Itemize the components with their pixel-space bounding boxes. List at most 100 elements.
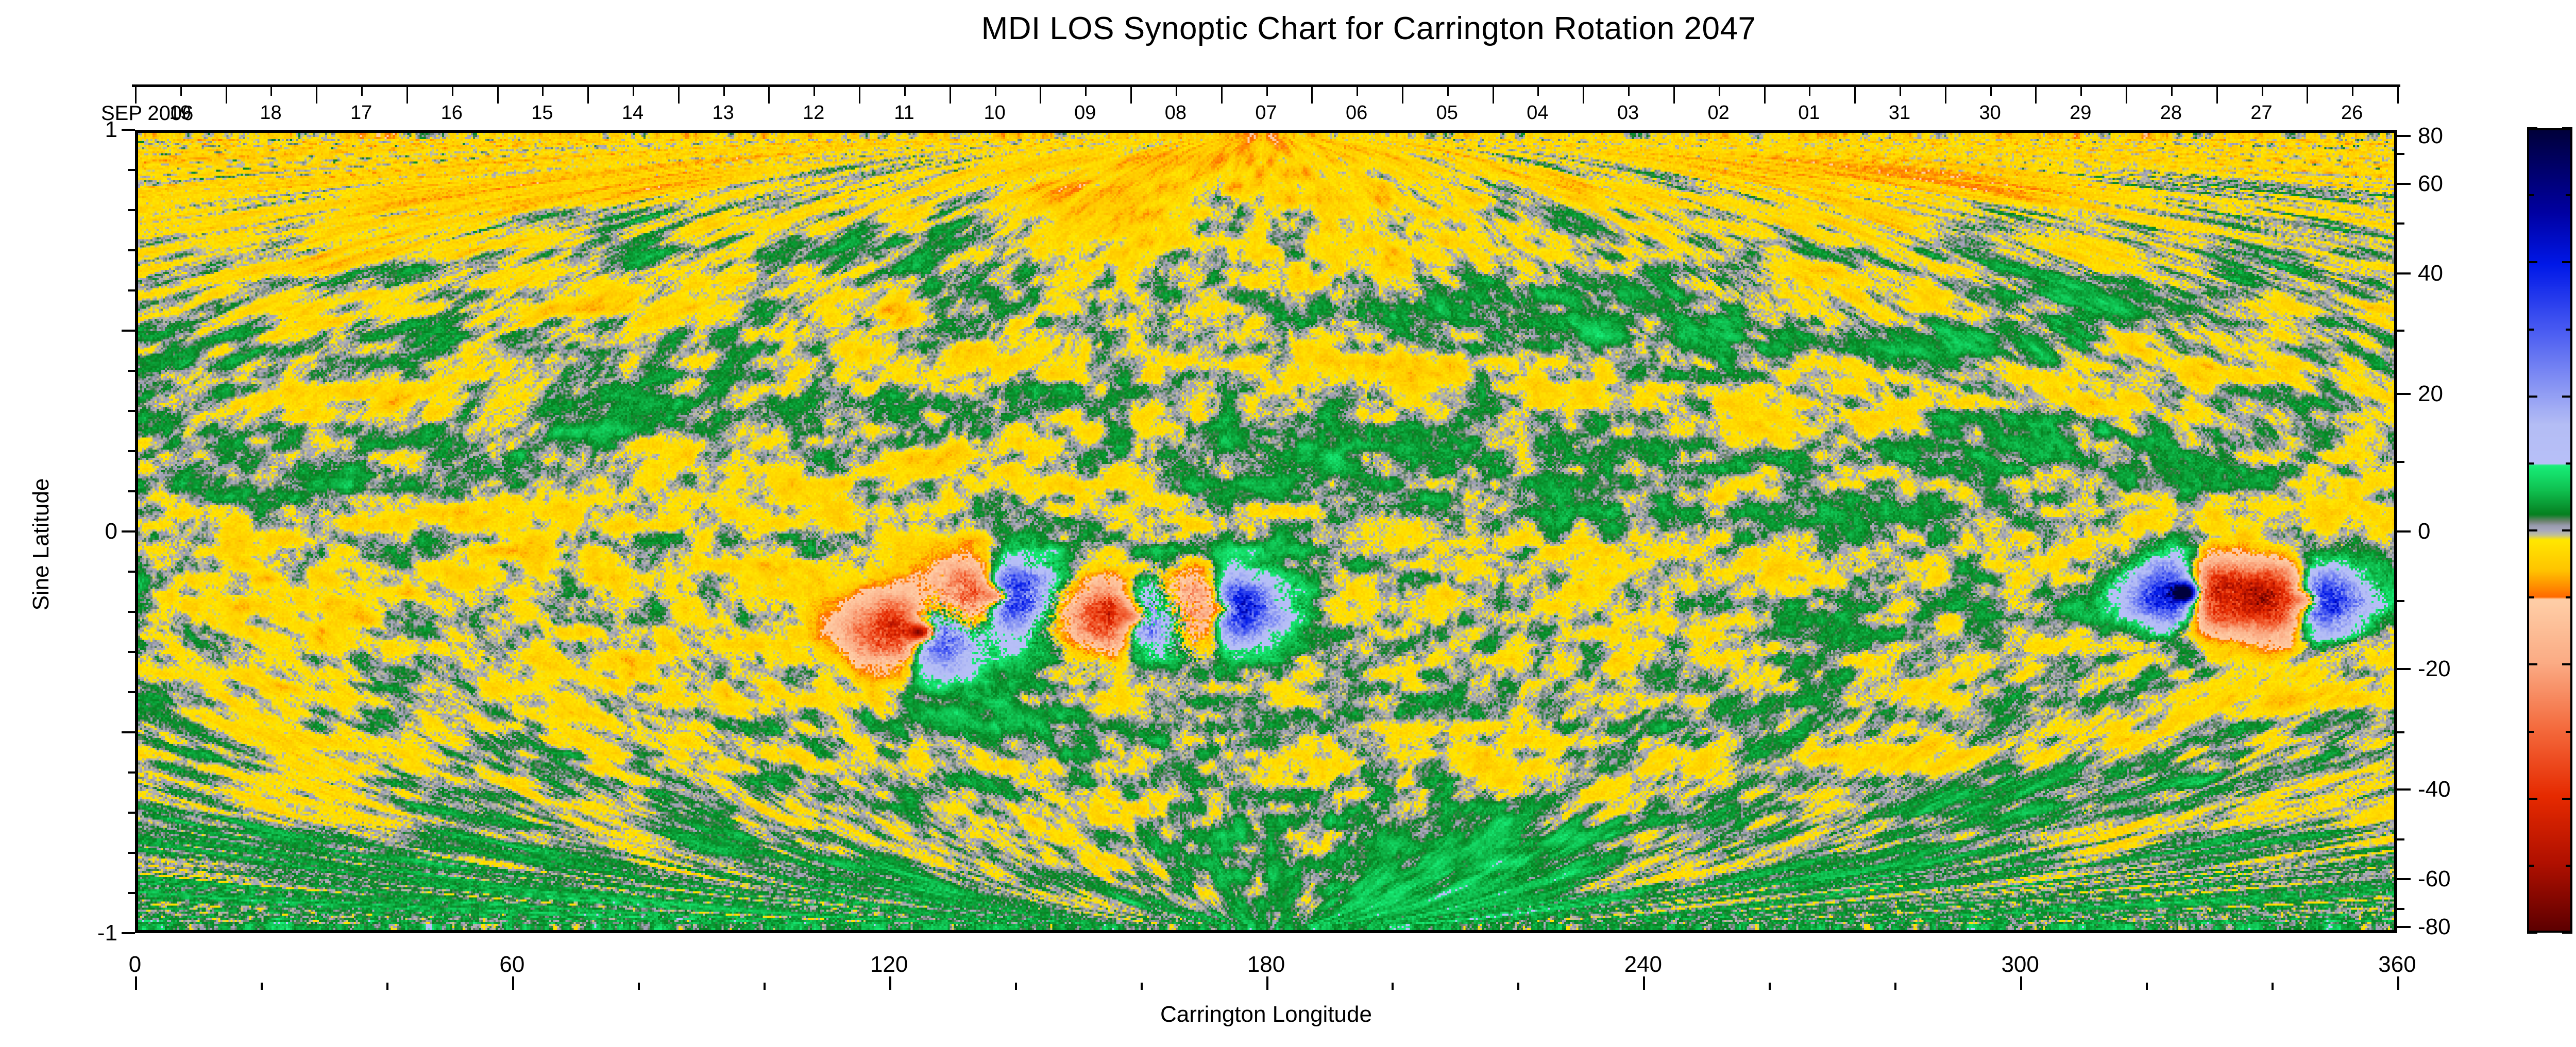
y-right-major-tick xyxy=(2397,272,2411,274)
top-axis-date-label: 16 xyxy=(440,102,463,124)
top-axis-major-tick xyxy=(859,87,861,104)
top-axis-major-tick xyxy=(497,87,499,104)
top-axis-major-tick xyxy=(1764,87,1766,104)
y-left-minor-tick xyxy=(128,812,135,814)
y-left-major-tick xyxy=(122,932,135,934)
y-left-minor-tick xyxy=(128,651,135,653)
top-axis-minor-tick xyxy=(542,87,544,96)
top-axis-minor-tick xyxy=(180,87,182,96)
top-axis-minor-tick xyxy=(2171,87,2173,96)
x-axis-major-tick xyxy=(1643,976,1646,990)
top-axis-major-tick xyxy=(1944,87,1946,104)
colorbar-major-tick xyxy=(2562,529,2572,531)
x-axis-minor-tick xyxy=(386,983,388,990)
x-axis-minor-tick xyxy=(1392,983,1394,990)
top-axis-minor-tick xyxy=(1447,87,1449,96)
y-right-tick-label: 60 xyxy=(2418,170,2443,196)
top-axis-date-label: 31 xyxy=(1888,102,1911,124)
top-axis-major-tick xyxy=(949,87,951,104)
top-axis-date-label: 19 xyxy=(169,102,191,124)
top-axis-major-tick xyxy=(768,87,770,104)
top-axis-rule xyxy=(132,84,2400,87)
y-left-minor-tick xyxy=(128,892,135,894)
colorbar-minor-tick xyxy=(2527,730,2534,733)
y-right-tick-label: -60 xyxy=(2418,866,2451,892)
colorbar-major-tick xyxy=(2562,663,2572,666)
x-axis-major-tick xyxy=(2397,976,2399,990)
colorbar-major-tick xyxy=(2527,395,2537,398)
x-axis-minor-tick xyxy=(2146,983,2148,990)
y-left-minor-tick xyxy=(128,289,135,291)
top-axis-minor-tick xyxy=(1809,87,1811,96)
colorbar-major-tick xyxy=(2562,932,2572,934)
top-axis-major-tick xyxy=(1130,87,1132,104)
y-right-major-tick xyxy=(2397,134,2411,137)
y-right-major-tick xyxy=(2397,182,2411,185)
top-axis-major-tick xyxy=(1221,87,1223,104)
carrington-longitude-axis: 0 60 120 180 240 300 360 xyxy=(129,933,2416,990)
x-axis-minor-tick xyxy=(763,983,766,990)
top-axis-date-label: 27 xyxy=(2250,102,2273,124)
y-left-minor-tick xyxy=(128,611,135,613)
top-axis-date-label: 04 xyxy=(1527,102,1549,124)
synoptic-magnetogram-plot xyxy=(135,130,2397,933)
top-axis-minor-tick xyxy=(1718,87,1720,96)
top-axis-date-label: 05 xyxy=(1436,102,1458,124)
y-left-minor-tick xyxy=(128,169,135,171)
colorbar-major-tick xyxy=(2527,663,2537,666)
y-left-major-tick xyxy=(122,530,135,533)
top-axis-date-label: 26 xyxy=(2341,102,2363,124)
top-axis-minor-tick xyxy=(1899,87,1901,96)
top-axis-minor-tick xyxy=(1628,87,1630,96)
colorbar-major-tick xyxy=(2527,127,2537,129)
top-axis-minor-tick xyxy=(1537,87,1539,96)
x-axis-tick-label: 60 xyxy=(499,952,525,977)
x-axis-minor-tick xyxy=(1769,983,1771,990)
top-axis-minor-tick xyxy=(633,87,635,96)
top-date-axis: 19 18 17 16 15 14 13 12 11 10 09 08 07 06 05 04 03 02 01 31… xyxy=(132,84,2400,130)
y-left-minor-tick xyxy=(128,852,135,854)
y-right-minor-tick xyxy=(2397,838,2404,840)
x-axis-tick-label: 240 xyxy=(1624,952,1663,977)
colorbar-major-tick xyxy=(2527,797,2537,800)
top-axis-date-label: 17 xyxy=(350,102,372,124)
top-axis-major-tick xyxy=(1673,87,1675,104)
top-axis-major-tick xyxy=(225,87,227,104)
x-axis-minor-tick xyxy=(1517,983,1520,990)
x-axis-minor-tick xyxy=(2272,983,2274,990)
colorbar-tick-group: 150010005000-500-1000-1500 xyxy=(2527,127,2576,934)
top-axis-date-label: 18 xyxy=(260,102,282,124)
top-axis-major-tick xyxy=(2397,87,2399,104)
y-left-minor-tick xyxy=(128,209,135,211)
top-axis-minor-tick xyxy=(1266,87,1268,96)
x-axis-label: Carrington Longitude xyxy=(1160,1002,1372,1027)
month-year-label: SEP 2006 xyxy=(101,102,194,125)
y-left-tick-label: -1 xyxy=(97,920,117,946)
top-axis-date-label: 08 xyxy=(1164,102,1187,124)
top-axis-minor-tick xyxy=(2261,87,2263,96)
y-right-tick-label: -80 xyxy=(2418,914,2451,940)
top-axis-minor-tick xyxy=(2352,87,2354,96)
top-axis-date-label: 12 xyxy=(803,102,825,124)
top-axis-date-label: 14 xyxy=(621,102,644,124)
top-axis-major-tick xyxy=(677,87,680,104)
y-right-tick-label: -40 xyxy=(2418,777,2451,802)
top-axis-date-label: 09 xyxy=(1074,102,1096,124)
top-axis-major-tick xyxy=(587,87,589,104)
x-axis-major-tick xyxy=(1266,976,1268,990)
y-left-minor-tick xyxy=(128,450,135,452)
y-right-major-tick xyxy=(2397,393,2411,396)
y-left-minor-tick xyxy=(128,691,135,693)
colorbar-major-tick xyxy=(2562,127,2572,129)
y-left-minor-tick xyxy=(128,249,135,251)
colorbar-minor-tick xyxy=(2566,194,2572,197)
x-axis-minor-tick xyxy=(260,983,263,990)
top-axis-minor-tick xyxy=(2080,87,2082,96)
y-right-minor-tick xyxy=(2397,460,2404,463)
top-axis-date-label: 10 xyxy=(984,102,1006,124)
y-right-tick-label: -20 xyxy=(2418,656,2451,681)
x-axis-major-tick xyxy=(889,976,891,990)
magnetogram-image xyxy=(138,133,2394,930)
top-axis-minor-tick xyxy=(994,87,996,96)
x-axis-minor-tick xyxy=(1014,983,1017,990)
